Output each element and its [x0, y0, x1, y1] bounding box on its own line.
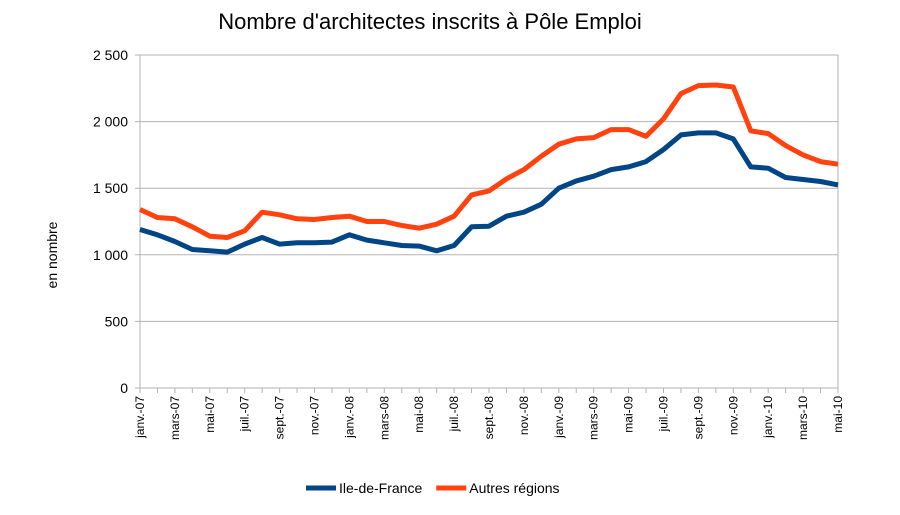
x-tick-label: sept.-07: [273, 396, 287, 440]
x-tick-label: mars-08: [377, 396, 391, 440]
y-tick-label: 0: [120, 380, 128, 396]
x-tick-label: mars-09: [587, 396, 601, 440]
x-tick-label: juil.-09: [657, 396, 671, 433]
x-tick-label: mai-08: [412, 396, 426, 433]
y-tick-label: 1 500: [93, 180, 128, 196]
y-tick-label: 1 000: [93, 247, 128, 263]
series-line-ile-de-france: [139, 130, 839, 255]
x-tick-label: sept.-09: [691, 396, 705, 440]
x-tick-label: mars-07: [168, 396, 182, 440]
y-tick-label: 2 000: [93, 114, 128, 130]
x-tick-label: sept.-08: [482, 396, 496, 440]
x-tick-label: nov.-08: [517, 396, 531, 435]
series-line-autres-r-gions: [138, 82, 839, 240]
x-tick-label: mars-10: [796, 396, 810, 440]
y-tick-label: 500: [105, 313, 129, 329]
x-tick-label: juil.-07: [238, 396, 252, 433]
chart-title: Nombre d'architectes inscrits à Pôle Emp…: [218, 9, 642, 34]
x-tick-label: nov.-07: [308, 396, 322, 435]
x-tick-label: mai-10: [831, 396, 845, 433]
x-tick-label: janv.-07: [133, 396, 147, 439]
legend-label: Ile-de-France: [339, 480, 422, 496]
x-tick-label: janv.-09: [552, 396, 566, 439]
x-tick-label: janv.-10: [761, 396, 775, 439]
y-axis-label: en nombre: [44, 221, 60, 288]
y-tick-label: 2 500: [93, 47, 128, 63]
x-tick-label: mai-09: [622, 396, 636, 433]
x-tick-label: mai-07: [203, 396, 217, 433]
x-tick-label: juil.-08: [447, 396, 461, 433]
x-tick-label: janv.-08: [342, 396, 356, 439]
x-tick-label: nov.-09: [726, 396, 740, 435]
legend-label: Autres régions: [469, 480, 559, 496]
